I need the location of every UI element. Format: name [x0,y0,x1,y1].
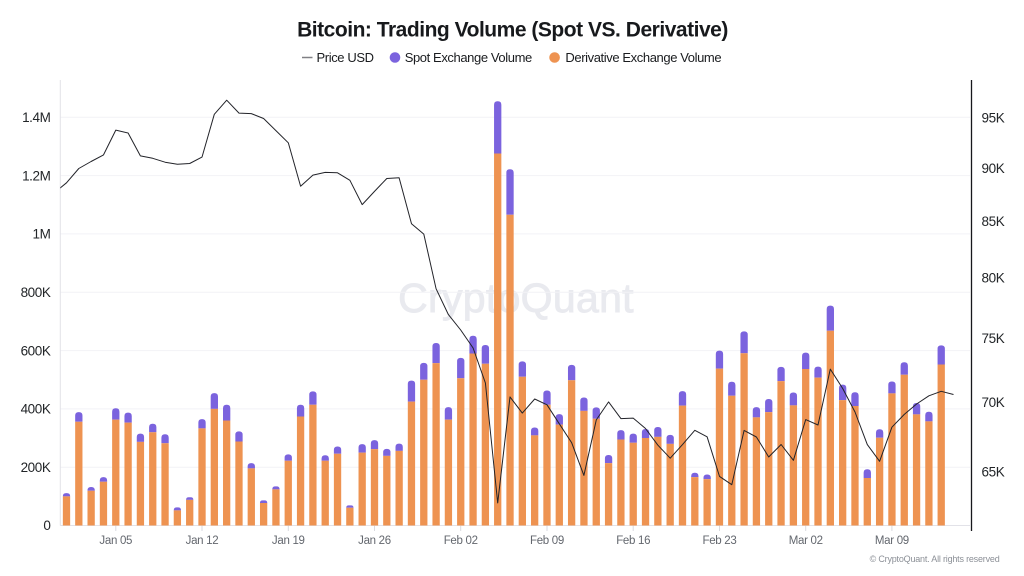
svg-text:Mar 02: Mar 02 [789,535,823,547]
svg-text:0: 0 [43,518,50,533]
svg-text:75K: 75K [982,331,1005,346]
svg-text:95K: 95K [982,110,1005,125]
svg-text:1.2M: 1.2M [22,168,51,183]
svg-text:Feb 02: Feb 02 [444,535,478,547]
svg-text:Bitcoin: Trading Volume (Spot: Bitcoin: Trading Volume (Spot VS. Deriva… [297,19,728,42]
svg-text:800K: 800K [21,285,51,300]
svg-text:© CryptoQuant. All rights rese: © CryptoQuant. All rights reserved [870,554,1000,564]
svg-text:Feb 09: Feb 09 [530,535,564,547]
svg-text:85K: 85K [982,214,1005,229]
svg-text:400K: 400K [21,402,51,417]
svg-text:Jan 12: Jan 12 [186,535,219,547]
svg-text:Spot Exchange Volume: Spot Exchange Volume [405,50,532,65]
svg-text:65K: 65K [982,464,1005,479]
svg-text:Feb 23: Feb 23 [702,535,736,547]
svg-text:1.4M: 1.4M [22,110,51,125]
svg-text:Jan 26: Jan 26 [358,535,391,547]
svg-text:Derivative Exchange Volume: Derivative Exchange Volume [565,50,721,65]
svg-text:70K: 70K [982,395,1005,410]
svg-text:80K: 80K [982,271,1005,286]
svg-text:CryptoQuant: CryptoQuant [398,275,634,321]
svg-text:90K: 90K [982,161,1005,176]
svg-text:Jan 19: Jan 19 [272,535,305,547]
svg-text:200K: 200K [21,460,51,475]
svg-text:Mar 09: Mar 09 [875,535,909,547]
svg-text:600K: 600K [21,343,51,358]
svg-text:1M: 1M [33,227,51,242]
svg-text:Price USD: Price USD [317,50,374,65]
svg-text:Jan 05: Jan 05 [99,535,132,547]
svg-text:Feb 16: Feb 16 [616,535,650,547]
